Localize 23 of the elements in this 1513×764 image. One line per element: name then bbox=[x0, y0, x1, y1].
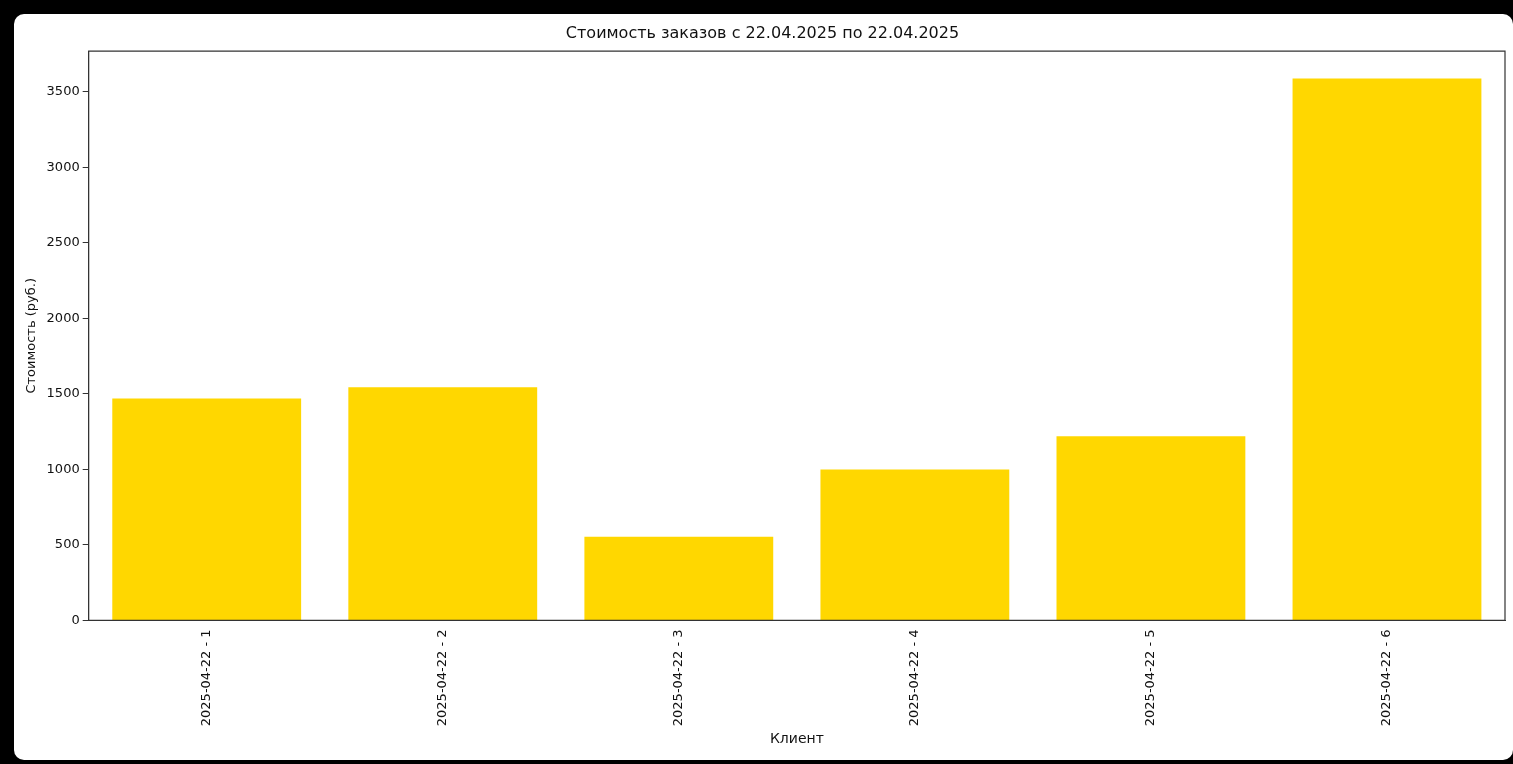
x-tick-label: 2025-04-22 - 4 bbox=[906, 629, 922, 727]
y-axis-title: Стоимость (руб.) bbox=[23, 278, 39, 394]
bar bbox=[584, 536, 774, 620]
x-tick-label: 2025-04-22 - 2 bbox=[434, 629, 450, 727]
x-tick-label: 2025-04-22 - 6 bbox=[1378, 629, 1394, 727]
bar bbox=[820, 469, 1010, 620]
x-tick-label: 2025-04-22 - 5 bbox=[1142, 629, 1158, 727]
y-tick-label: 2500 bbox=[46, 234, 80, 250]
y-tick-label: 2000 bbox=[46, 309, 80, 325]
bar bbox=[348, 387, 538, 620]
bar bbox=[1056, 436, 1246, 620]
x-tick-label: 2025-04-22 - 1 bbox=[198, 629, 214, 727]
y-tick-label: 0 bbox=[71, 611, 80, 627]
x-axis-title: Клиент bbox=[769, 730, 824, 747]
y-tick-label: 3500 bbox=[46, 83, 80, 99]
y-tick-label: 1000 bbox=[46, 460, 80, 476]
y-tick-label: 500 bbox=[54, 536, 80, 552]
chart-title: Стоимость заказов с 22.04.2025 по 22.04.2025 bbox=[565, 22, 960, 42]
x-tick-label: 2025-04-22 - 3 bbox=[670, 629, 686, 727]
bar bbox=[1292, 78, 1482, 620]
bar bbox=[112, 398, 302, 620]
y-tick-label: 3000 bbox=[46, 158, 80, 174]
y-tick-label: 1500 bbox=[46, 385, 80, 401]
